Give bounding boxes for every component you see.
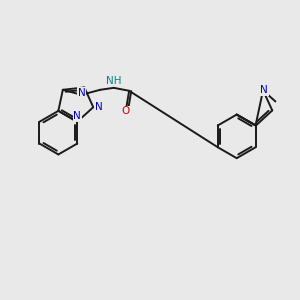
Text: N: N	[95, 102, 103, 112]
Text: N: N	[74, 111, 81, 121]
Text: N: N	[78, 88, 86, 98]
Text: N: N	[260, 85, 268, 95]
Text: NH: NH	[106, 76, 122, 86]
Text: O: O	[121, 106, 130, 116]
